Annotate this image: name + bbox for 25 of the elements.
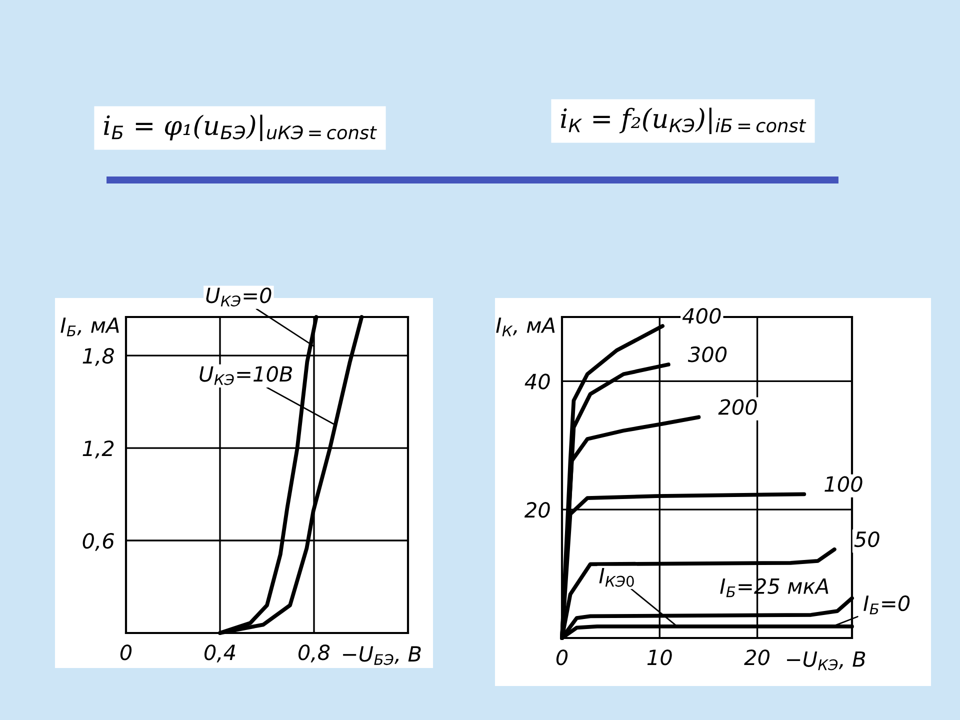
- series-label: I$_{Б}$=0: [864, 595, 910, 614]
- series-label: 200: [718, 399, 757, 415]
- x-tick-label: 10: [647, 649, 672, 666]
- series-label: 300: [688, 346, 727, 362]
- y-axis-title: I$_{К}$, мА: [496, 318, 555, 336]
- x-tick-label: 0: [120, 644, 132, 660]
- y-tick-label: 40: [524, 374, 550, 390]
- x-axis-title: −U$_{КЭ}$, В: [787, 651, 866, 670]
- annotation: U$_{КЭ}$=10В: [200, 366, 292, 386]
- annotation: I$_{КЭ0}$: [599, 568, 634, 587]
- x-tick-label: 0: [556, 649, 568, 666]
- series-label: 50: [854, 531, 880, 548]
- series-label: 100: [824, 476, 862, 492]
- annotation: U$_{КЭ}$=0: [206, 287, 272, 307]
- x-tick-label: 0,4: [204, 644, 236, 662]
- y-tick-label: 0,6: [82, 532, 114, 551]
- series-label: 400: [682, 308, 721, 324]
- chart-title: i$_{Б}$ = φ₁(u$_{БЭ}$)|$_{uКЭ=const}$: [104, 114, 377, 142]
- y-tick-label: 1,8: [82, 348, 114, 366]
- x-tick-label: 0,8: [298, 644, 330, 662]
- x-axis-title: −U$_{БЭ}$, В: [343, 646, 421, 666]
- chart-title: i$_{К}$ = f₂(u$_{КЭ}$)|$_{iБ=const}$: [560, 108, 806, 134]
- y-axis-title: I$_{Б}$, мА: [60, 318, 119, 336]
- x-tick-label: 20: [744, 649, 770, 666]
- y-tick-label: 1,2: [82, 440, 114, 458]
